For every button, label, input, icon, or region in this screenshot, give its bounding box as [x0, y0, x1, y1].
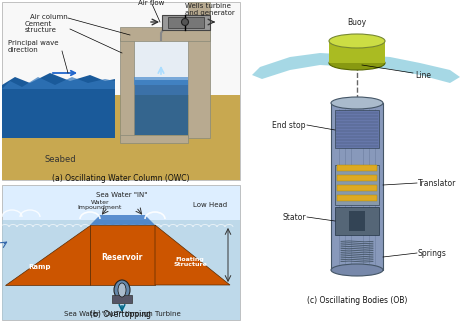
Bar: [168, 17, 204, 28]
Text: Translator: Translator: [418, 178, 456, 188]
Polygon shape: [2, 73, 115, 180]
Bar: [337, 175, 377, 181]
Bar: [337, 165, 377, 171]
Text: Low Head: Low Head: [193, 202, 227, 208]
Bar: [2, 2, 240, 180]
Text: Sea Water "IN": Sea Water "IN": [96, 192, 148, 198]
Bar: [2, 185, 240, 320]
Text: Reservoir: Reservoir: [101, 253, 143, 262]
Text: Air column: Air column: [30, 14, 68, 20]
Ellipse shape: [114, 280, 130, 300]
Polygon shape: [90, 225, 155, 285]
Text: Seabed: Seabed: [44, 155, 76, 164]
Text: Springs: Springs: [418, 249, 447, 257]
Bar: [337, 195, 377, 201]
Text: Cement
structure: Cement structure: [25, 20, 57, 33]
Polygon shape: [90, 215, 155, 225]
Text: Buoy: Buoy: [347, 18, 366, 27]
Bar: [112, 295, 132, 303]
Bar: [134, 77, 188, 85]
Bar: [134, 80, 188, 135]
Circle shape: [182, 19, 189, 25]
Bar: [162, 15, 210, 30]
Bar: [120, 27, 210, 41]
Bar: [335, 110, 379, 148]
Text: Line: Line: [415, 71, 431, 80]
Ellipse shape: [331, 97, 383, 109]
Polygon shape: [155, 225, 230, 285]
Bar: [2, 138, 240, 180]
Text: End stop: End stop: [273, 121, 306, 129]
Bar: [329, 41, 385, 63]
Text: Floating
Structure: Floating Structure: [173, 257, 207, 267]
Bar: [2, 95, 240, 180]
Ellipse shape: [331, 264, 383, 276]
Text: Principal wave
direction: Principal wave direction: [8, 41, 58, 54]
Bar: [134, 41, 188, 77]
Bar: [2, 220, 240, 320]
Bar: [188, 2, 210, 138]
Text: (b) Overtopping: (b) Overtopping: [91, 310, 152, 319]
Text: Air flow: Air flow: [138, 0, 164, 6]
Text: Sea Water "OUT" through Turbine: Sea Water "OUT" through Turbine: [64, 311, 181, 317]
Bar: [2, 108, 115, 180]
Bar: [331, 103, 383, 270]
Bar: [120, 38, 134, 138]
Text: Wells turbine
and generator: Wells turbine and generator: [185, 3, 235, 16]
Text: Water
Impoundment: Water Impoundment: [78, 200, 122, 210]
Text: (c) Oscillating Bodies (OB): (c) Oscillating Bodies (OB): [307, 296, 407, 305]
Text: (a) Oscillating Water Column (OWC): (a) Oscillating Water Column (OWC): [52, 174, 190, 183]
Ellipse shape: [329, 56, 385, 70]
Ellipse shape: [329, 34, 385, 48]
Polygon shape: [2, 77, 115, 89]
Text: Ramp: Ramp: [29, 264, 51, 270]
Bar: [349, 211, 365, 231]
Bar: [335, 207, 379, 235]
Polygon shape: [252, 53, 460, 83]
Bar: [337, 185, 377, 191]
Text: Stator: Stator: [283, 213, 306, 222]
Ellipse shape: [118, 283, 126, 297]
Bar: [244, 0, 472, 310]
Polygon shape: [5, 225, 90, 285]
Bar: [120, 135, 188, 143]
Bar: [335, 165, 379, 205]
